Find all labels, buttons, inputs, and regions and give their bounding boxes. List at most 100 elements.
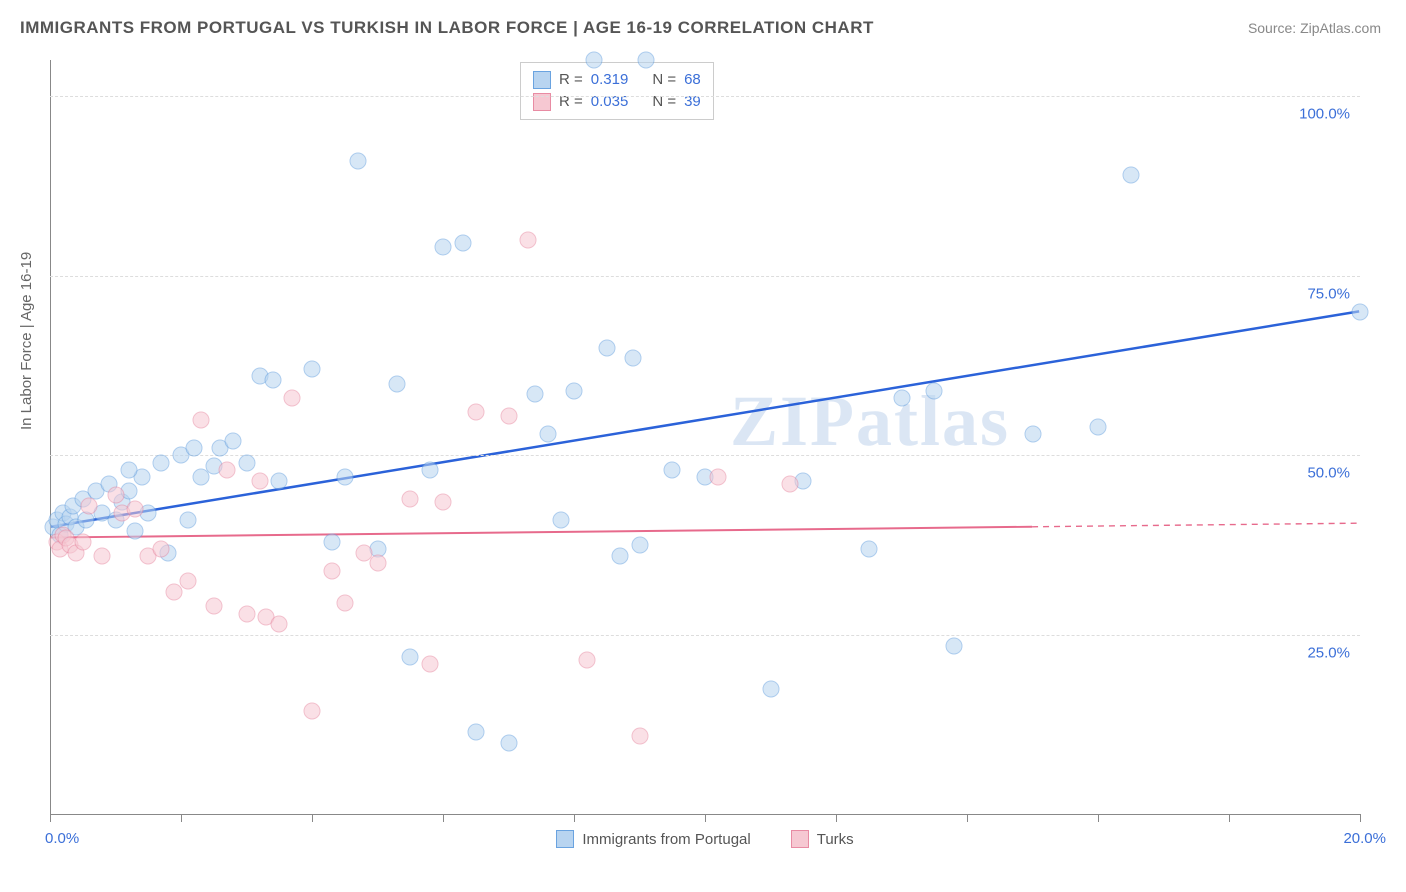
y-tick-label: 25.0%: [1307, 645, 1350, 662]
data-point: [945, 638, 962, 655]
data-point: [1024, 425, 1041, 442]
legend-series: Immigrants from Portugal Turks: [50, 830, 1360, 848]
data-point: [192, 411, 209, 428]
chart-title: IMMIGRANTS FROM PORTUGAL VS TURKISH IN L…: [20, 18, 874, 38]
data-point: [579, 652, 596, 669]
x-tick: [312, 814, 313, 822]
legend-correlation: R = 0.319 N = 68 R = 0.035 N = 39: [520, 62, 714, 120]
data-point: [304, 361, 321, 378]
y-axis-title: In Labor Force | Age 16-19: [18, 252, 35, 430]
trend-lines-svg: [50, 60, 1360, 814]
grid-line: [50, 635, 1360, 636]
legend-label-b: Turks: [817, 831, 854, 848]
data-point: [127, 501, 144, 518]
data-point: [631, 537, 648, 554]
data-point: [284, 389, 301, 406]
data-point: [624, 350, 641, 367]
r-value-a: 0.319: [591, 69, 629, 91]
n-label: N =: [652, 69, 676, 91]
data-point: [467, 404, 484, 421]
legend-label-a: Immigrants from Portugal: [582, 831, 750, 848]
r-value-b: 0.035: [591, 91, 629, 113]
data-point: [186, 440, 203, 457]
data-point: [1352, 303, 1369, 320]
x-tick: [574, 814, 575, 822]
data-point: [78, 512, 95, 529]
data-point: [179, 573, 196, 590]
data-point: [710, 469, 727, 486]
r-label: R =: [559, 69, 583, 91]
data-point: [435, 238, 452, 255]
data-point: [520, 231, 537, 248]
data-point: [225, 433, 242, 450]
data-point: [153, 454, 170, 471]
swatch-series-b: [791, 830, 809, 848]
data-point: [369, 555, 386, 572]
x-tick: [705, 814, 706, 822]
swatch-series-a: [533, 71, 551, 89]
legend-row-series-b: R = 0.035 N = 39: [533, 91, 701, 113]
data-point: [238, 605, 255, 622]
data-point: [107, 487, 124, 504]
grid-line: [50, 96, 1360, 97]
x-tick: [1229, 814, 1230, 822]
data-point: [598, 339, 615, 356]
data-point: [467, 724, 484, 741]
data-point: [664, 461, 681, 478]
chart-container: IMMIGRANTS FROM PORTUGAL VS TURKISH IN L…: [0, 0, 1406, 892]
grid-line: [50, 276, 1360, 277]
source-label: Source: ZipAtlas.com: [1248, 20, 1381, 36]
data-point: [271, 616, 288, 633]
x-tick: [836, 814, 837, 822]
data-point: [336, 469, 353, 486]
data-point: [120, 461, 137, 478]
y-axis-line: [50, 60, 51, 814]
n-value-b: 39: [684, 91, 701, 113]
data-point: [205, 598, 222, 615]
data-point: [336, 594, 353, 611]
x-tick: [50, 814, 51, 822]
x-tick: [1098, 814, 1099, 822]
data-point: [304, 702, 321, 719]
x-tick: [181, 814, 182, 822]
data-point: [218, 461, 235, 478]
data-point: [251, 472, 268, 489]
data-point: [323, 533, 340, 550]
data-point: [323, 562, 340, 579]
n-label: N =: [652, 91, 676, 113]
data-point: [94, 548, 111, 565]
data-point: [454, 235, 471, 252]
data-point: [552, 512, 569, 529]
data-point: [153, 540, 170, 557]
data-point: [638, 52, 655, 69]
data-point: [402, 490, 419, 507]
data-point: [271, 472, 288, 489]
data-point: [421, 461, 438, 478]
data-point: [566, 382, 583, 399]
legend-item-b: Turks: [791, 830, 854, 848]
data-point: [179, 512, 196, 529]
y-tick-label: 100.0%: [1299, 105, 1350, 122]
swatch-series-a: [556, 830, 574, 848]
data-point: [435, 494, 452, 511]
data-point: [264, 371, 281, 388]
data-point: [631, 727, 648, 744]
data-point: [611, 548, 628, 565]
data-point: [81, 497, 98, 514]
data-point: [762, 681, 779, 698]
data-point: [421, 656, 438, 673]
data-point: [349, 152, 366, 169]
plot-area: ZIPatlas R = 0.319 N = 68 R = 0.035 N = …: [50, 60, 1360, 815]
data-point: [893, 389, 910, 406]
legend-row-series-a: R = 0.319 N = 68: [533, 69, 701, 91]
data-point: [500, 407, 517, 424]
data-point: [127, 522, 144, 539]
data-point: [539, 425, 556, 442]
data-point: [782, 476, 799, 493]
legend-item-a: Immigrants from Portugal: [556, 830, 750, 848]
r-label: R =: [559, 91, 583, 113]
watermark: ZIPatlas: [730, 380, 1010, 463]
x-tick: [967, 814, 968, 822]
data-point: [1090, 418, 1107, 435]
data-point: [526, 386, 543, 403]
